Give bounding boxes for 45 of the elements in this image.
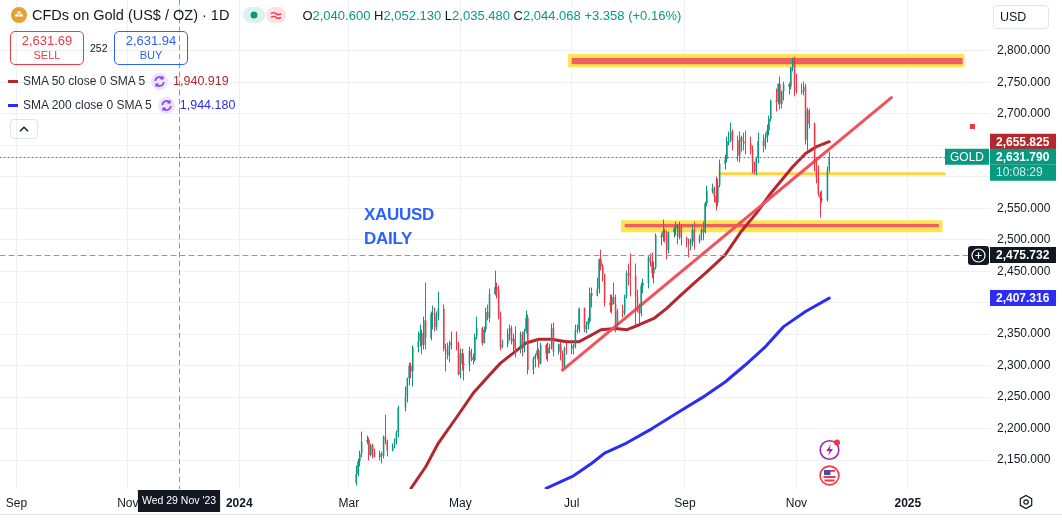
x-tick-label: Mar xyxy=(338,495,360,510)
y-tick-label: 2,200.000 xyxy=(997,420,1051,435)
y-tick-label: 2,300.000 xyxy=(997,357,1051,372)
text: 10:08:29 xyxy=(996,165,1044,180)
y-tick-label: 2,500.000 xyxy=(997,232,1051,247)
y-tick-label: 2,150.000 xyxy=(997,452,1051,467)
text: O2,040.600 H2,052.130 L2,035.480 C2,044.068 +3.358 (+0.16%) xyxy=(302,7,682,23)
annotation: GOLD xyxy=(949,149,985,164)
annotation: SELL xyxy=(33,48,61,63)
text: CFDs on Gold (US$ / OZ) · 1D xyxy=(32,7,230,23)
candlestick xyxy=(591,287,593,308)
x-tick-label: May xyxy=(448,495,472,510)
annotation: 1,940.919 xyxy=(173,74,229,88)
legend-label: SMA 200 close 0 SMA 5 xyxy=(23,98,152,112)
x-tick-label: Nov xyxy=(785,495,808,510)
line-series xyxy=(544,296,831,489)
y-tick-label: 2,450.000 xyxy=(997,263,1051,278)
ref-line-label: 2,475.732 xyxy=(996,247,1050,262)
annotation: 252 xyxy=(90,42,108,54)
text: 2,407.316 xyxy=(996,290,1050,305)
x-tick-label: 2025 xyxy=(894,495,922,510)
ref-line-label: 2,631.790 xyxy=(996,149,1050,164)
y-tick-label: 2,700.000 xyxy=(997,106,1051,121)
x-tick-label: 2024 xyxy=(225,495,253,510)
buy-button: 2,631.94 BUY xyxy=(114,31,188,65)
x-tick-label: Nov xyxy=(117,495,139,510)
annotation: 1,944.180 xyxy=(179,98,236,112)
x-tick-label: Jul xyxy=(564,495,580,510)
annotation: DAILY xyxy=(364,229,412,249)
annotation: BUY xyxy=(139,48,163,63)
text: 2,655.825 xyxy=(996,134,1050,149)
annotation: 2,631.69 xyxy=(21,33,73,48)
sell-button: 2,631.69 SELL xyxy=(10,31,84,65)
ref-line-label: Wed 29 Nov '23 xyxy=(141,494,217,507)
y-tick-label: 2,350.000 xyxy=(997,326,1051,341)
y-tick-label: 2,550.000 xyxy=(997,200,1051,215)
y-tick-label: 2,750.000 xyxy=(997,74,1051,89)
y-tick-label: 2,250.000 xyxy=(997,389,1051,404)
annotation: XAUUSD xyxy=(364,205,434,225)
currency-button: USD xyxy=(993,5,1049,29)
legend-label: SMA 50 close 0 SMA 5 xyxy=(23,74,146,88)
x-tick-label: Sep xyxy=(5,495,28,510)
annotation: 2,631.94 xyxy=(125,33,177,48)
x-tick-label: Sep xyxy=(674,495,696,510)
y-tick-label: 2,800.000 xyxy=(997,43,1051,58)
